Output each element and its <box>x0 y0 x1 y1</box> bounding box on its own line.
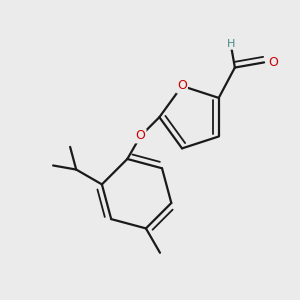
Text: O: O <box>136 130 146 142</box>
Text: O: O <box>177 80 187 92</box>
Text: H: H <box>227 39 236 49</box>
Text: O: O <box>268 56 278 69</box>
